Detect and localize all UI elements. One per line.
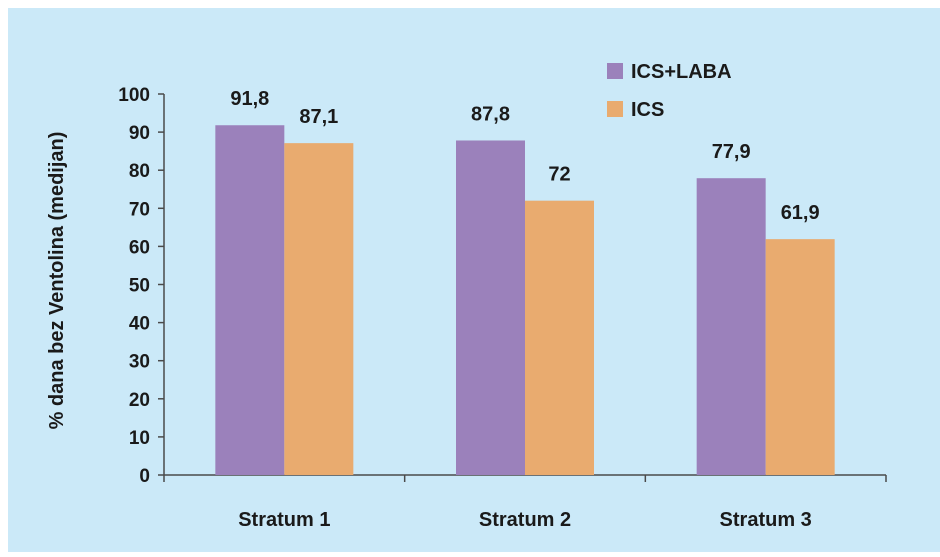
y-axis-title-group: % dana bez Ventolina (medijan): [46, 132, 68, 430]
x-category-label: Stratum 1: [238, 509, 330, 531]
x-category-label: Stratum 3: [720, 509, 812, 531]
y-tick-label: 0: [139, 466, 150, 487]
data-label: 61,9: [781, 202, 820, 224]
x-category-label: Stratum 2: [479, 509, 571, 531]
y-tick-label: 40: [129, 314, 150, 335]
y-tick-label: 90: [129, 123, 150, 144]
y-tick-label: 50: [129, 276, 150, 297]
data-labels: 91,8 87,1 87,8 72 77,9 61,9: [230, 88, 819, 224]
legend: ICS+LABA ICS: [607, 61, 732, 121]
y-tick-label: 20: [129, 390, 150, 411]
bar-chart: % dana bez Ventolina (medijan) 0 10 20 30 40…: [46, 61, 887, 531]
bars: [215, 125, 835, 476]
y-tick-label: 70: [129, 199, 150, 220]
y-tick-label: 80: [129, 161, 150, 182]
y-axis-title: % dana bez Ventolina (medijan): [46, 132, 68, 430]
legend-swatch: [607, 101, 623, 117]
legend-label: ICS: [631, 99, 664, 121]
bar: [765, 239, 835, 475]
x-axis-categories: Stratum 1 Stratum 2 Stratum 3: [238, 509, 812, 531]
bar: [525, 200, 594, 475]
y-tick-label: 60: [129, 237, 150, 258]
data-label: 87,1: [299, 106, 338, 128]
bar: [456, 140, 525, 475]
y-tick-label: 100: [118, 85, 150, 106]
y-tick-label: 30: [129, 352, 150, 373]
data-label: 87,8: [471, 103, 510, 125]
y-axis-ticks: 0 10 20 30 40 50 60 70 80 90 100: [118, 85, 164, 487]
bar: [284, 143, 354, 476]
data-label: 91,8: [230, 88, 269, 110]
y-tick-label: 10: [129, 428, 150, 449]
data-label: 72: [548, 164, 570, 186]
data-label: 77,9: [712, 141, 751, 163]
legend-swatch: [607, 63, 623, 79]
chart-panel: % dana bez Ventolina (medijan) 0 10 20 30 40…: [8, 8, 940, 552]
bar: [215, 125, 285, 475]
bar: [696, 178, 766, 476]
legend-label: ICS+LABA: [631, 61, 732, 83]
